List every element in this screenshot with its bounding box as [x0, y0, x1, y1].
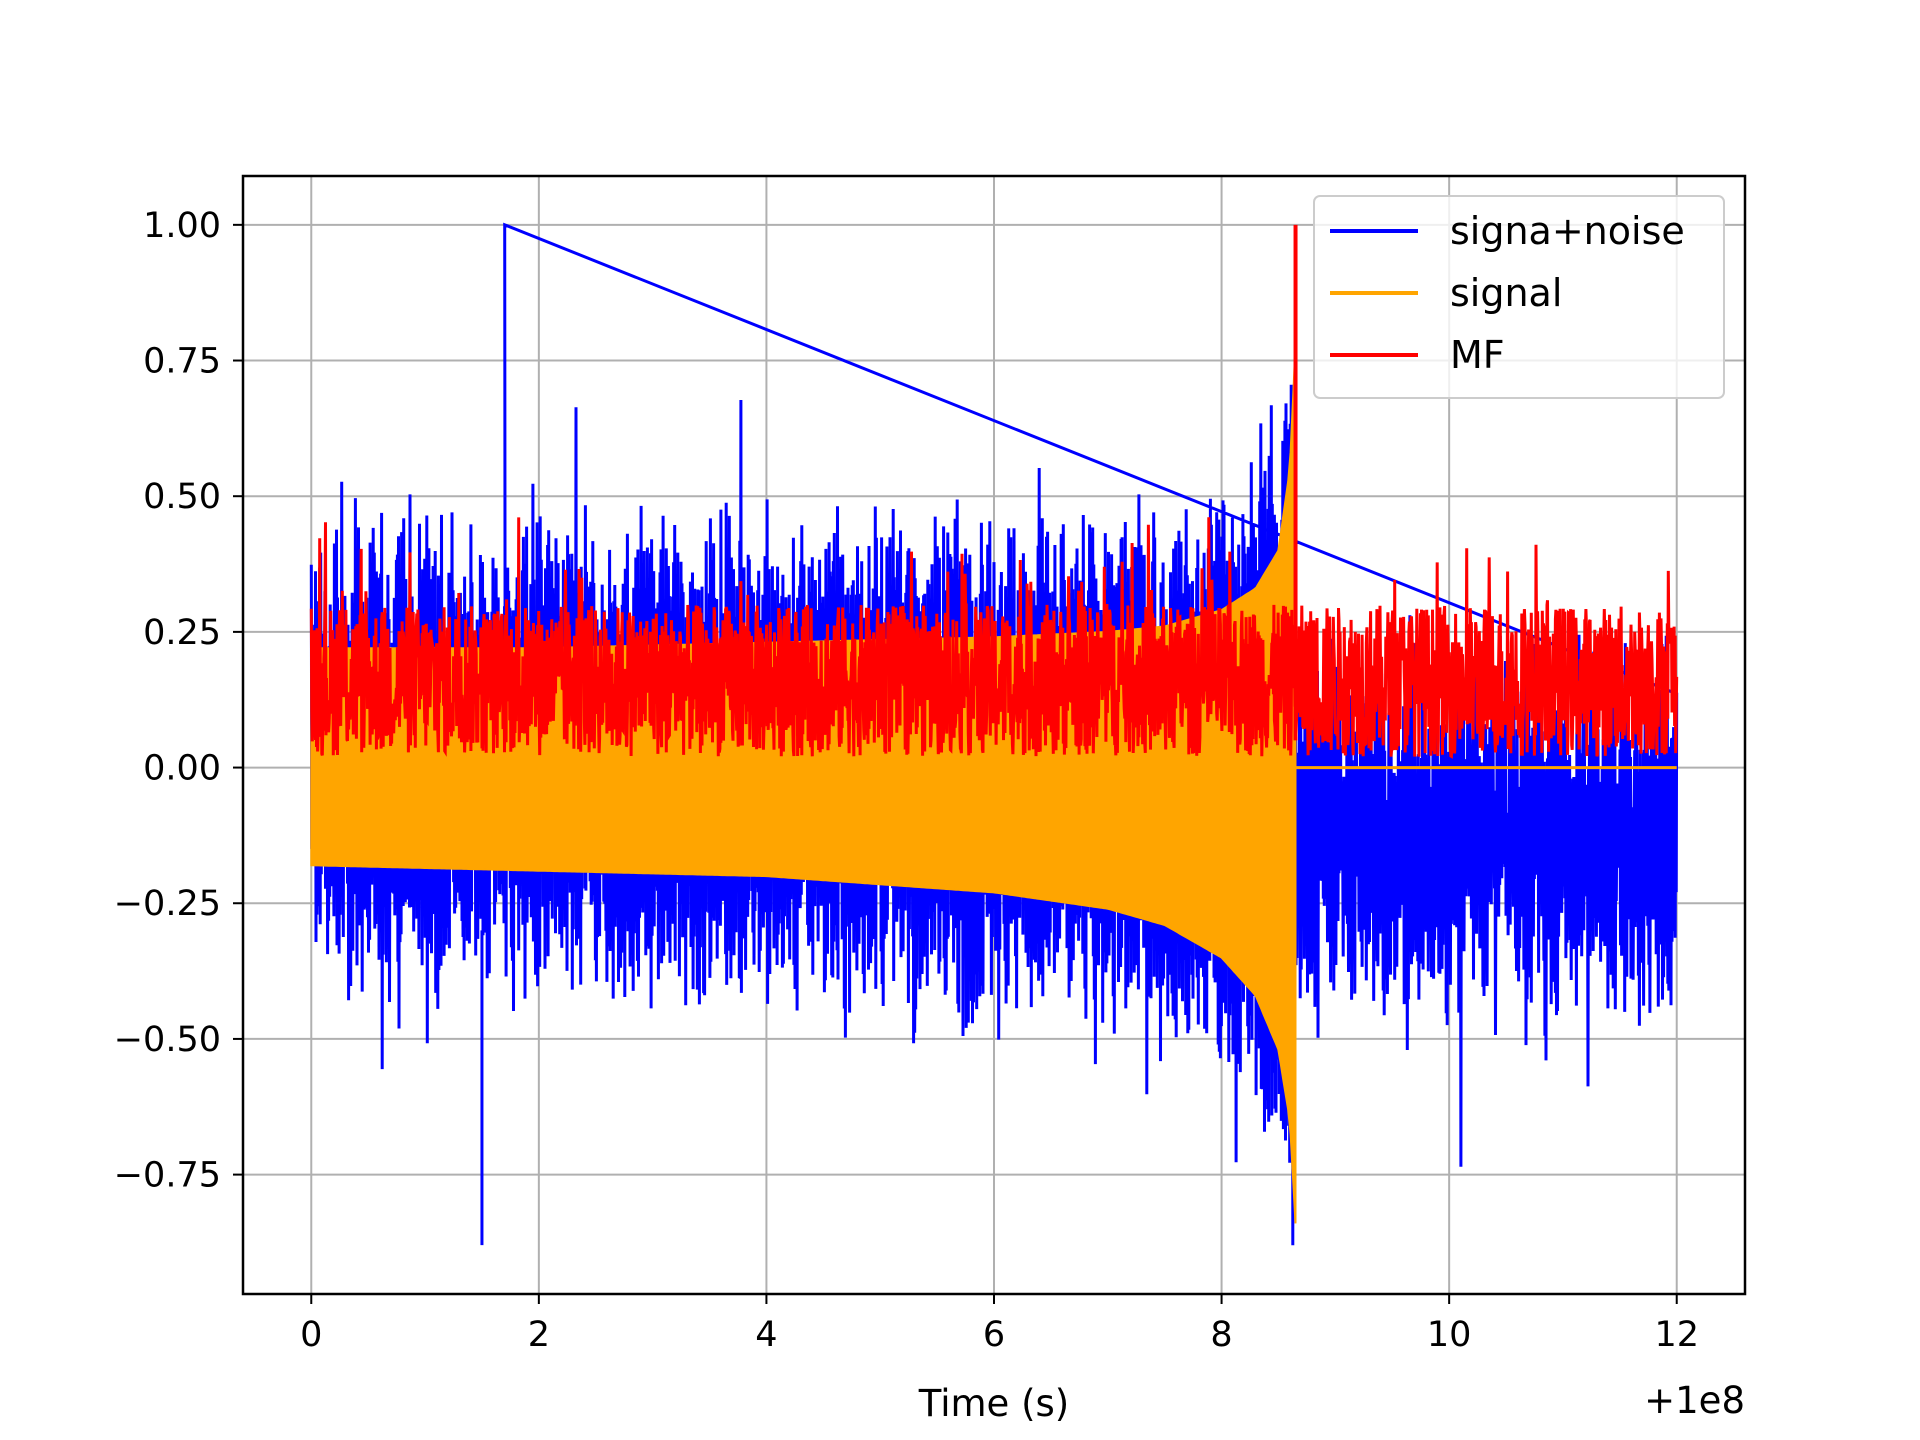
y-tick-label: −0.25 — [114, 884, 221, 924]
legend-label: signa+noise — [1450, 209, 1685, 253]
x-offset-label: +1e8 — [1644, 1379, 1745, 1422]
x-tick-label: 8 — [1210, 1315, 1232, 1355]
y-tick-label: 0.75 — [143, 342, 221, 382]
x-tick-label: 6 — [983, 1315, 1005, 1355]
series-layer — [309, 222, 1679, 1246]
y-tick-label: −0.50 — [114, 1020, 221, 1060]
x-tick-label: 4 — [755, 1315, 777, 1355]
y-tick-label: 1.00 — [143, 206, 221, 246]
x-axis-label: Time (s) — [918, 1382, 1069, 1425]
series-line-mf — [309, 517, 1679, 759]
legend-box — [1313, 195, 1725, 399]
x-tick-label: 10 — [1427, 1315, 1472, 1355]
y-tick-label: −0.75 — [114, 1156, 221, 1196]
legend-label: MF — [1450, 333, 1505, 377]
y-tick-label: 0.00 — [143, 749, 221, 789]
y-tick-label: 0.50 — [143, 477, 221, 517]
x-tick-label: 0 — [300, 1315, 322, 1355]
y-tick-label: 0.25 — [143, 613, 221, 653]
x-tick-label: 12 — [1654, 1315, 1699, 1355]
legend-label: signal — [1450, 271, 1562, 315]
legend: signa+noise signal MF — [1313, 195, 1725, 399]
x-tick-label: 2 — [528, 1315, 550, 1355]
ticks: 0 2 4 6 8 10 12 −0.75 −0.50 −0.25 0.00 0.25 0.50 0.75… — [114, 206, 1699, 1355]
